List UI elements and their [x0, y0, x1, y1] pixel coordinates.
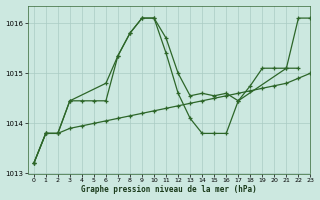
- X-axis label: Graphe pression niveau de la mer (hPa): Graphe pression niveau de la mer (hPa): [81, 185, 257, 194]
